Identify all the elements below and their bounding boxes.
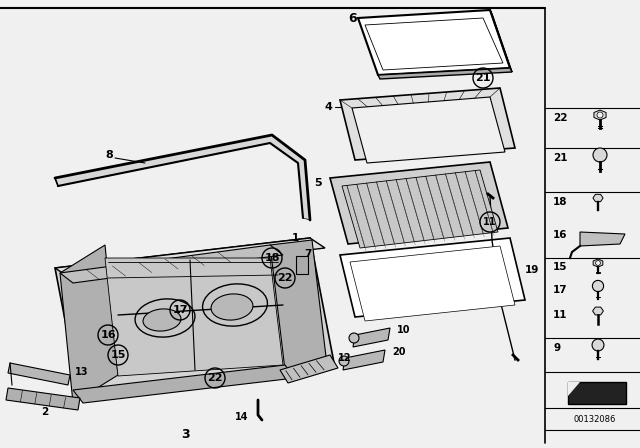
Text: 16: 16 — [553, 230, 568, 240]
Polygon shape — [490, 10, 512, 72]
Text: 9: 9 — [553, 343, 560, 353]
Circle shape — [597, 112, 603, 118]
Polygon shape — [342, 170, 498, 248]
Text: 6: 6 — [349, 12, 357, 25]
Ellipse shape — [143, 309, 181, 331]
Polygon shape — [8, 363, 70, 385]
Text: 22: 22 — [207, 373, 223, 383]
Text: 14: 14 — [234, 412, 248, 422]
Text: 5: 5 — [314, 178, 322, 188]
Text: 4: 4 — [324, 102, 332, 112]
Circle shape — [593, 148, 607, 162]
Polygon shape — [365, 18, 503, 70]
Text: 10: 10 — [397, 325, 410, 335]
Text: 17: 17 — [553, 285, 568, 295]
Polygon shape — [270, 240, 327, 370]
Text: 15: 15 — [110, 350, 125, 360]
FancyBboxPatch shape — [296, 256, 308, 274]
Text: 00132086: 00132086 — [574, 415, 616, 425]
Text: 1: 1 — [291, 233, 299, 243]
Text: 17: 17 — [172, 305, 188, 315]
Circle shape — [593, 280, 604, 292]
Text: 8: 8 — [105, 150, 113, 160]
Text: 21: 21 — [553, 153, 568, 163]
Polygon shape — [352, 97, 505, 163]
Text: 13: 13 — [75, 367, 88, 377]
Polygon shape — [6, 388, 80, 410]
Circle shape — [339, 356, 349, 366]
Polygon shape — [55, 238, 335, 398]
Polygon shape — [60, 245, 118, 403]
Text: 18: 18 — [553, 197, 568, 207]
Circle shape — [592, 339, 604, 351]
Text: 22: 22 — [553, 113, 568, 123]
Text: 7: 7 — [304, 249, 312, 259]
Text: 18: 18 — [264, 253, 280, 263]
Polygon shape — [378, 68, 512, 79]
Polygon shape — [340, 238, 525, 317]
Polygon shape — [280, 355, 338, 383]
Polygon shape — [340, 88, 515, 160]
Polygon shape — [568, 382, 580, 396]
Polygon shape — [593, 307, 604, 315]
Polygon shape — [55, 238, 325, 278]
Polygon shape — [73, 365, 295, 403]
Circle shape — [596, 261, 600, 265]
Polygon shape — [580, 232, 625, 246]
Polygon shape — [105, 258, 283, 376]
Polygon shape — [358, 10, 510, 75]
Polygon shape — [343, 350, 385, 370]
FancyBboxPatch shape — [568, 382, 626, 404]
Text: 15: 15 — [553, 262, 568, 272]
Polygon shape — [60, 245, 283, 283]
Ellipse shape — [211, 294, 253, 320]
Polygon shape — [55, 135, 310, 220]
Polygon shape — [330, 162, 508, 244]
Text: 16: 16 — [100, 330, 116, 340]
Text: 12: 12 — [338, 353, 351, 363]
Circle shape — [349, 333, 359, 343]
Text: 11: 11 — [553, 310, 568, 320]
Text: 22: 22 — [277, 273, 292, 283]
Text: 20: 20 — [392, 347, 406, 357]
Text: 2: 2 — [42, 407, 49, 417]
Polygon shape — [593, 194, 603, 202]
Text: 19: 19 — [525, 265, 540, 275]
Polygon shape — [353, 328, 390, 347]
Polygon shape — [593, 259, 603, 267]
Polygon shape — [350, 246, 515, 321]
Text: 21: 21 — [476, 73, 491, 83]
Polygon shape — [594, 110, 606, 120]
Text: 3: 3 — [180, 428, 189, 441]
Text: 11: 11 — [483, 217, 497, 227]
